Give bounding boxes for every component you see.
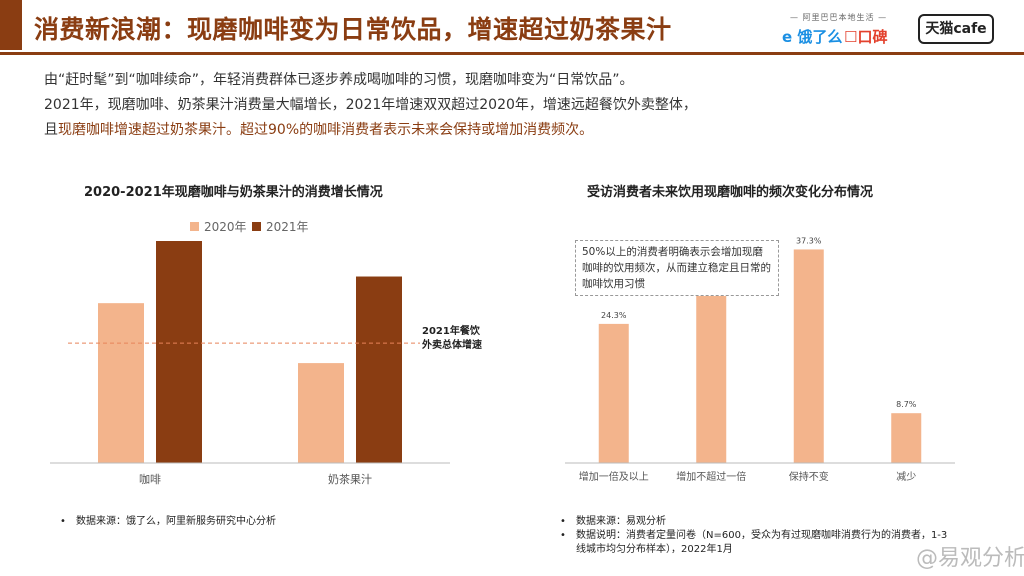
right-desc-line-2: 线城市均匀分布样本），2022年1月 [576,544,733,555]
partner-logos: — 阿里巴巴本地生活 — e 饿了么 ☐口碑 [782,12,902,46]
bar-2-series-2 [356,276,402,463]
reference-line-label-2: 外卖总体增速 [421,338,482,351]
eleme-logo-text: 饿了么 [797,28,843,46]
value-label-4: 8.7% [896,400,917,409]
legend-swatch-2 [252,222,261,231]
category-label-1: 咖啡 [139,472,161,486]
category-label-2: 奶茶果汁 [328,472,372,486]
right-source: 数据来源：易观分析 [576,516,666,527]
category-label-1: 增加一倍及以上 [579,470,649,483]
page-title: 消费新浪潮：现磨咖啡变为日常饮品，增速超过奶茶果汁 [34,15,672,44]
bar-4 [891,413,922,463]
watermark: @易观分析 [916,546,1024,571]
reference-line-label-1: 2021年餐饮 [422,324,481,337]
bar-2 [696,291,727,463]
right-chart-title: 受访消费者未来饮用现磨咖啡的频次变化分布情况 [587,185,874,200]
bar-1-series-2 [156,241,202,463]
header-divider [0,52,1024,55]
intro-highlight: 现磨咖啡增速超过奶茶果汁。超过90%的咖啡消费者表示未来会保持或增加消费频次。 [58,122,594,138]
bar-2-series-1 [298,363,344,463]
category-label-3: 保持不变 [789,470,829,483]
title-accent-bar [0,0,22,50]
right-chart-annotation: 50%以上的消费者明确表示会增加现磨咖啡的饮用频次，从而建立稳定且日常的咖啡饮用… [575,240,779,296]
eleme-logo: e 饿了么 [782,28,843,46]
intro-line-1: 由“赶时髦”到“咖啡续命”，年轻消费群体已逐步养成喝咖啡的习惯，现磨咖啡变为“日… [44,72,634,88]
bar-1-series-1 [98,303,144,463]
alibaba-local-life-label: — 阿里巴巴本地生活 — [790,13,888,22]
left-notes: • 数据来源：饿了么，阿里新服务研究中心分析 [60,516,276,527]
bar-3 [793,249,824,463]
koubei-logo-text: 口碑 [857,28,888,46]
value-label-1: 24.3% [601,311,627,320]
category-label-2: 增加不超过一倍 [676,470,746,483]
intro-line-3: 且现磨咖啡增速超过奶茶果汁。超过90%的咖啡消费者表示未来会保持或增加消费频次。 [44,118,697,143]
legend-label-1: 2020年 [204,220,247,234]
right-desc-line-1: 数据说明：消费者定量问卷（N=600，受众为有过现磨咖啡消费行为的消费者，1-3 [576,530,948,541]
legend-label-2: 2021年 [266,220,309,234]
legend-swatch-1 [190,222,199,231]
koubei-logo: ☐口碑 [844,28,888,46]
right-notes: • 数据来源：易观分析 • 数据说明：消费者定量问卷（N=600，受众为有过现磨咖啡… [560,516,948,555]
intro-line-2: 2021年，现磨咖啡、奶茶果汁消费量大幅增长，2021年增速双双超过2020年，… [44,97,697,113]
value-label-3: 37.3% [796,236,822,245]
tmall-cafe-logo: 天猫cafe [918,14,994,44]
intro-paragraph: 由“赶时髦”到“咖啡续命”，年轻消费群体已逐步养成喝咖啡的习惯，现磨咖啡变为“日… [44,68,697,143]
intro-line-3-prefix: 且 [44,122,58,138]
category-label-4: 减少 [896,471,916,483]
bar-1 [598,323,629,463]
left-chart-title: 2020-2021年现磨咖啡与奶茶果汁的消费增长情况 [84,185,383,200]
left-source: 数据来源：饿了么，阿里新服务研究中心分析 [76,516,276,527]
